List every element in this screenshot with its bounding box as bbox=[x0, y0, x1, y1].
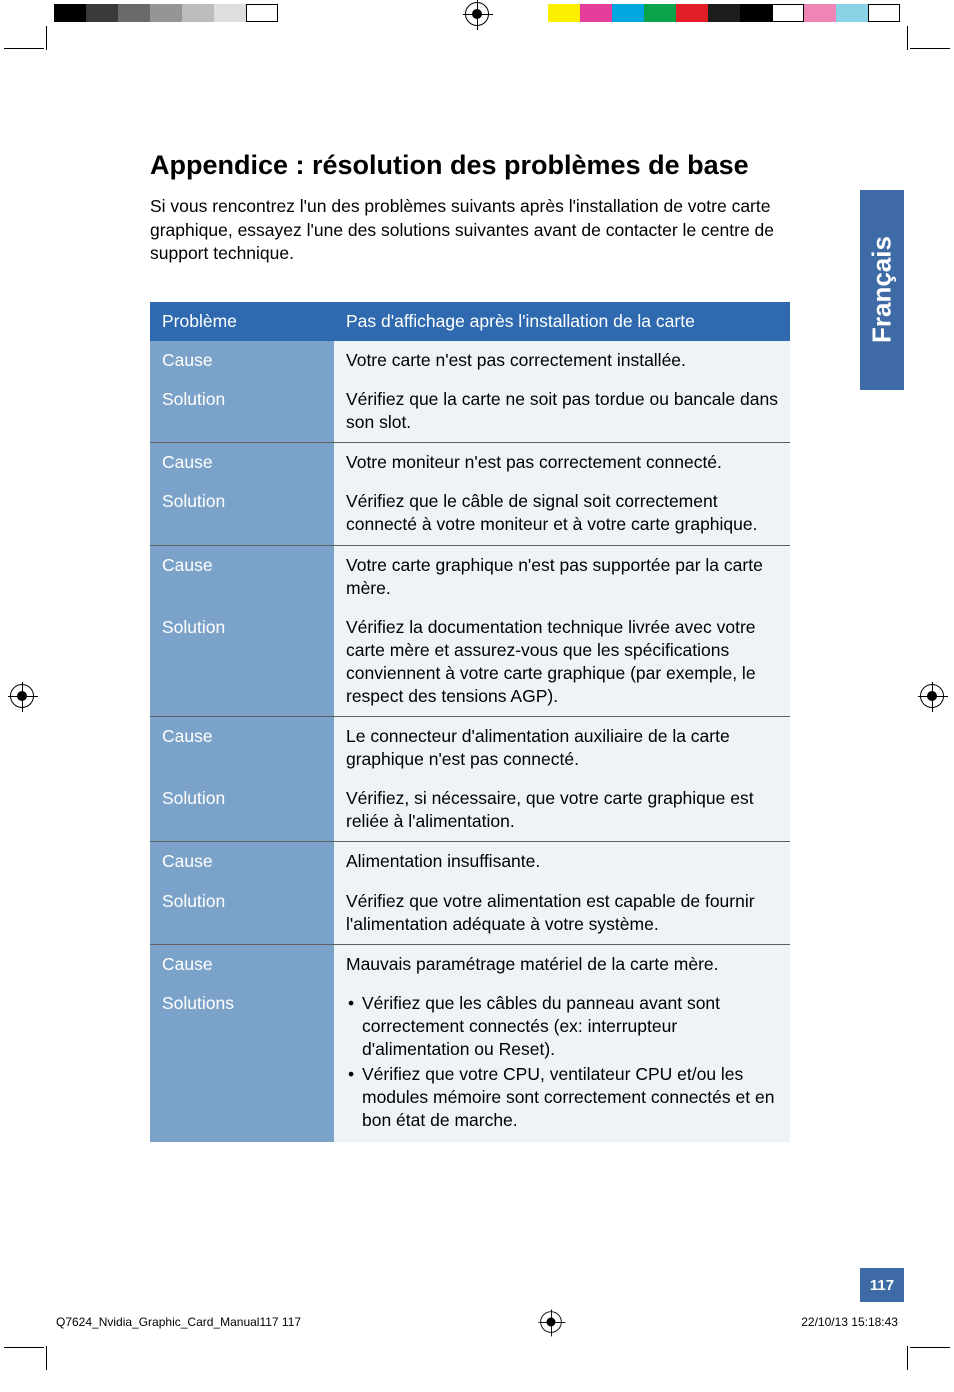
troubleshooting-table: Problème Pas d'affichage après l'install… bbox=[150, 302, 790, 1143]
row-label: Solution bbox=[150, 608, 334, 717]
table-row: SolutionVérifiez la documentation techni… bbox=[150, 608, 790, 717]
table-row: CauseVotre moniteur n'est pas correcteme… bbox=[150, 443, 790, 482]
table-row: CauseAlimentation insuffisante. bbox=[150, 842, 790, 881]
table-row: CauseVotre carte graphique n'est pas sup… bbox=[150, 546, 790, 608]
registration-mark-icon bbox=[540, 1311, 562, 1333]
row-value: Vérifiez la documentation technique livr… bbox=[334, 608, 790, 717]
print-footer: Q7624_Nvidia_Graphic_Card_Manual117 117 … bbox=[50, 1302, 904, 1342]
row-value: Vérifiez que votre alimentation est capa… bbox=[334, 882, 790, 945]
table-row: CauseMauvais paramétrage matériel de la … bbox=[150, 945, 790, 984]
row-label: Solutions bbox=[150, 984, 334, 1143]
row-label: Cause bbox=[150, 443, 334, 482]
intro-paragraph: Si vous rencontrez l'un des problèmes su… bbox=[150, 195, 790, 266]
color-swatch bbox=[246, 4, 278, 22]
row-value: Mauvais paramétrage matériel de la carte… bbox=[334, 945, 790, 984]
color-swatch bbox=[676, 4, 708, 22]
registration-mark-icon bbox=[920, 684, 944, 708]
table-row: SolutionVérifiez que votre alimentation … bbox=[150, 882, 790, 945]
color-swatch bbox=[708, 4, 740, 22]
table-row: SolutionVérifiez, si nécessaire, que vot… bbox=[150, 779, 790, 842]
row-label: Cause bbox=[150, 945, 334, 984]
table-row: SolutionVérifiez que le câble de signal … bbox=[150, 482, 790, 545]
color-swatch bbox=[54, 4, 86, 22]
color-swatch bbox=[118, 4, 150, 22]
row-value: Votre moniteur n'est pas correctement co… bbox=[334, 443, 790, 482]
row-label: Cause bbox=[150, 842, 334, 881]
table-row: CauseLe connecteur d'alimentation auxili… bbox=[150, 717, 790, 779]
page-number-tab: 117 bbox=[860, 1268, 904, 1302]
color-swatch bbox=[772, 4, 804, 22]
color-swatch bbox=[804, 4, 836, 22]
row-value: Alimentation insuffisante. bbox=[334, 842, 790, 881]
list-item: Vérifiez que votre CPU, ventilateur CPU … bbox=[346, 1063, 780, 1132]
color-swatch bbox=[836, 4, 868, 22]
page-title: Appendice : résolution des problèmes de … bbox=[150, 150, 814, 181]
row-value: Vérifiez que le câble de signal soit cor… bbox=[334, 482, 790, 545]
list-item: Vérifiez que les câbles du panneau avant… bbox=[346, 992, 780, 1061]
color-swatch bbox=[644, 4, 676, 22]
table-header-value: Pas d'affichage après l'installation de … bbox=[334, 302, 790, 341]
color-swatch bbox=[182, 4, 214, 22]
footer-timestamp: 22/10/13 15:18:43 bbox=[801, 1315, 898, 1329]
footer-filename: Q7624_Nvidia_Graphic_Card_Manual117 117 bbox=[56, 1315, 301, 1329]
table-row: SolutionsVérifiez que les câbles du pann… bbox=[150, 984, 790, 1143]
color-swatch bbox=[214, 4, 246, 22]
language-tab: Français bbox=[860, 190, 904, 390]
row-label: Cause bbox=[150, 341, 334, 380]
color-swatch bbox=[86, 4, 118, 22]
row-label: Solution bbox=[150, 779, 334, 842]
color-swatch bbox=[740, 4, 772, 22]
table-header-label: Problème bbox=[150, 302, 334, 341]
row-label: Solution bbox=[150, 482, 334, 545]
color-swatch bbox=[868, 4, 900, 22]
printer-registration-top bbox=[0, 0, 954, 28]
row-label: Solution bbox=[150, 882, 334, 945]
row-label: Solution bbox=[150, 380, 334, 443]
row-value: Vérifiez, si nécessaire, que votre carte… bbox=[334, 779, 790, 842]
row-value: Votre carte n'est pas correctement insta… bbox=[334, 341, 790, 380]
registration-mark-icon bbox=[10, 684, 34, 708]
solutions-list: Vérifiez que les câbles du panneau avant… bbox=[346, 992, 780, 1133]
row-label: Cause bbox=[150, 546, 334, 608]
registration-mark-icon bbox=[465, 2, 489, 26]
row-value: Le connecteur d'alimentation auxiliaire … bbox=[334, 717, 790, 779]
row-value: Vérifiez que les câbles du panneau avant… bbox=[334, 984, 790, 1143]
color-swatch bbox=[612, 4, 644, 22]
color-swatch bbox=[580, 4, 612, 22]
row-value: Vérifiez que la carte ne soit pas tordue… bbox=[334, 380, 790, 443]
table-header-row: Problème Pas d'affichage après l'install… bbox=[150, 302, 790, 341]
color-swatch bbox=[150, 4, 182, 22]
table-row: CauseVotre carte n'est pas correctement … bbox=[150, 341, 790, 380]
row-value: Votre carte graphique n'est pas supporté… bbox=[334, 546, 790, 608]
table-row: SolutionVérifiez que la carte ne soit pa… bbox=[150, 380, 790, 443]
color-swatch bbox=[548, 4, 580, 22]
row-label: Cause bbox=[150, 717, 334, 779]
